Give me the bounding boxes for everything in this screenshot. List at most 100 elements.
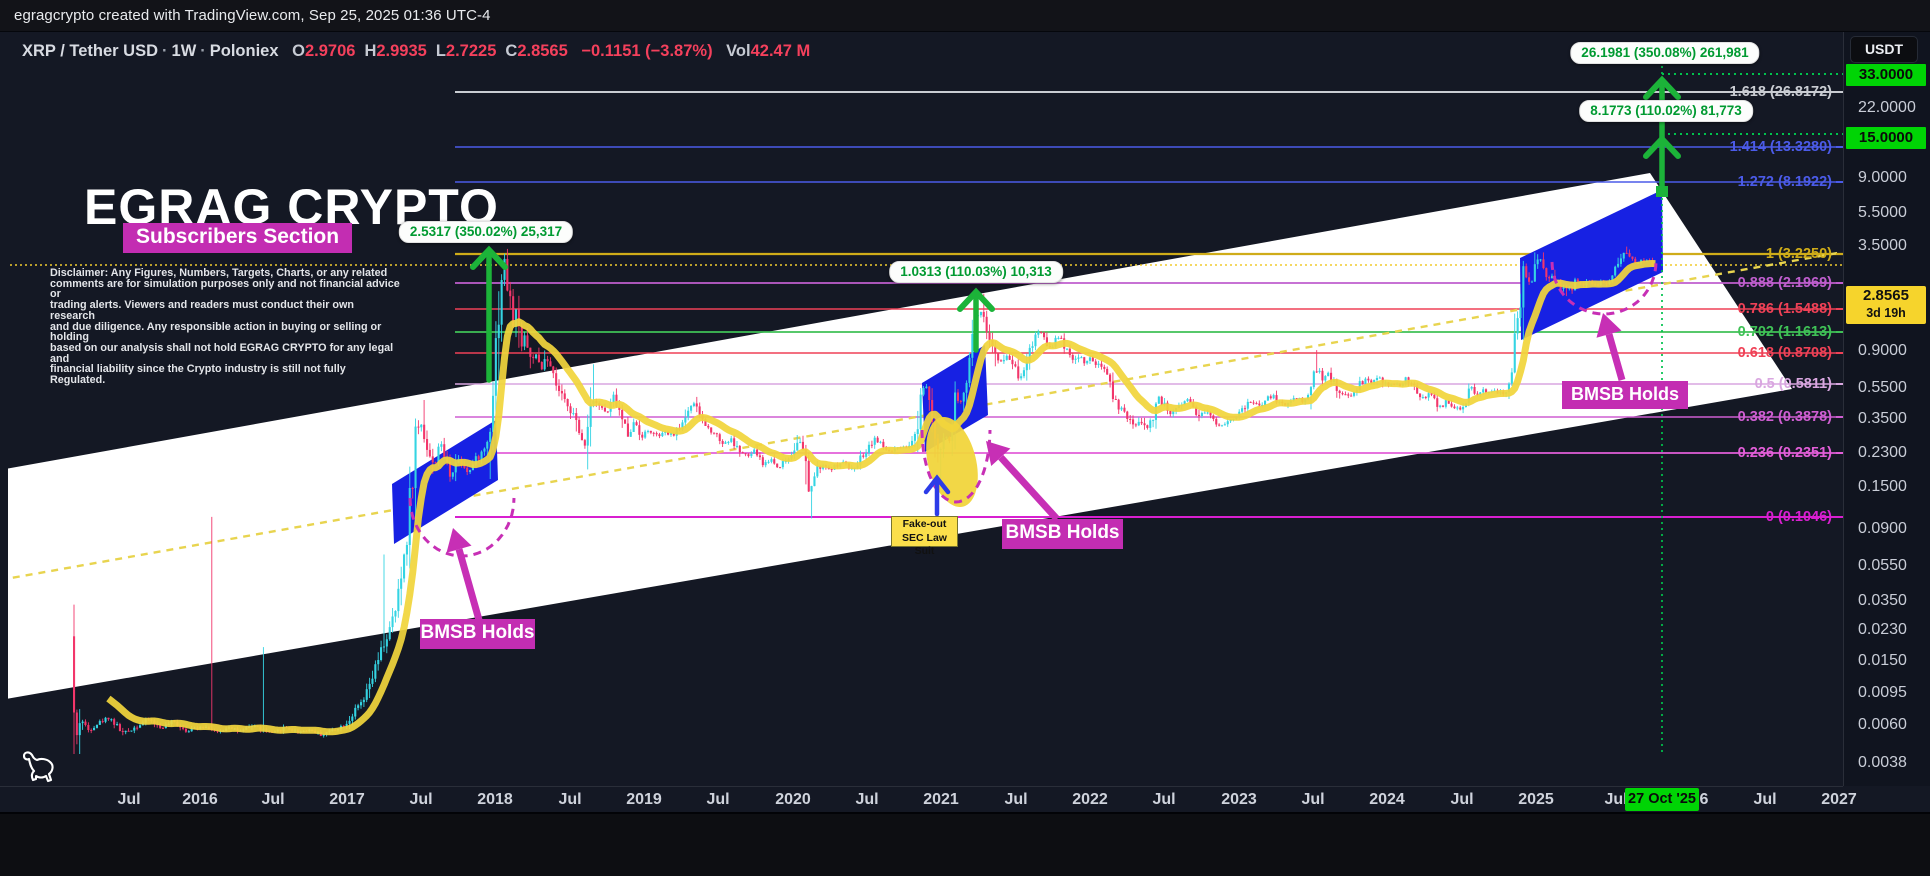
price-tick: 22.0000 [1858, 99, 1916, 116]
fib-level-label[interactable]: 0.702 (1.1613) [1738, 324, 1843, 340]
fib-level-label[interactable]: 0.5 (0.5811) [1755, 376, 1843, 392]
price-tick: 0.5500 [1858, 379, 1907, 396]
time-tick: Jul [1450, 791, 1474, 808]
price-tick: 0.9000 [1858, 342, 1907, 359]
fib-level-label[interactable]: 0.786 (1.5488) [1738, 301, 1843, 317]
fib-level-label[interactable]: 1.272 (8.1922) [1738, 174, 1843, 190]
time-tick: Jul [409, 791, 433, 808]
symbol-name[interactable]: XRP / Tether USD · 1W · Poloniex [22, 42, 279, 60]
time-tick: 2016 [182, 791, 218, 808]
price-tick: 0.3500 [1858, 410, 1907, 427]
price-alert-label: 33.0000 [1846, 64, 1926, 86]
bmsb-holds-label[interactable]: BMSB Holds [1002, 519, 1123, 549]
attribution-bar: egragcrypto created with TradingView.com… [0, 0, 1930, 32]
price-tick: 0.0900 [1858, 520, 1907, 537]
bmsb-pointer-arrows[interactable] [446, 313, 1626, 621]
ohlc-value: 2.8565 [517, 42, 568, 60]
change-value: −0.1151 (−3.87%) [581, 42, 713, 60]
time-axis[interactable]: Jul 2016 Jul 2017 Jul 2018 Jul 2019 Jul 2020 Jul 20… [0, 786, 1857, 812]
ohlc-key: O [292, 42, 305, 60]
target-annotation-pill[interactable]: 26.1981 (350.08%) 261,981 [1570, 42, 1760, 64]
time-tick: Jul [1301, 791, 1325, 808]
bar-countdown: 3d 19h [1866, 306, 1906, 320]
time-tick: 2027 [1821, 791, 1857, 808]
attribution-text: egragcrypto created with TradingView.com… [14, 7, 491, 24]
time-tick: Jul [261, 791, 285, 808]
target-annotation-pill[interactable]: 8.1773 (110.02%) 81,773 [1579, 100, 1753, 122]
fib-lines [455, 91, 1843, 518]
time-tick: Jul [1753, 791, 1777, 808]
price-tick: 9.0000 [1858, 169, 1907, 186]
time-tick: 2018 [477, 791, 513, 808]
fib-level-label[interactable]: 0.382 (0.3878) [1738, 409, 1843, 425]
ohlc-key: C [505, 42, 518, 60]
exchange: Poloniex [209, 42, 279, 60]
disclaimer-text: Disclaimer: Any Figures, Numbers, Target… [50, 267, 400, 387]
price-tick: 0.0038 [1858, 754, 1907, 771]
fib-level-label[interactable]: 0.888 (2.1969) [1738, 275, 1843, 291]
fib-level-label[interactable]: 1 (3.2250) [1766, 246, 1843, 262]
price-tick: 0.0230 [1858, 621, 1907, 638]
bmsb-holds-label[interactable]: BMSB Holds [1562, 381, 1688, 409]
price-tick: 0.1500 [1858, 478, 1907, 495]
time-tick: 6 [1699, 791, 1709, 808]
time-tick: Jul [706, 791, 730, 808]
ohlc-value: 2.9706 [304, 42, 356, 60]
time-tick: 2023 [1221, 791, 1257, 808]
parallel-channel[interactable] [0, 173, 1792, 700]
fib-level-label[interactable]: 0.618 (0.8708) [1738, 345, 1843, 361]
timeframe[interactable]: 1W [171, 42, 197, 60]
footer-bar: TradingView [0, 812, 1930, 876]
time-tick: Jul [1152, 791, 1176, 808]
target-annotation-pill[interactable]: 1.0313 (110.03%) 10,313 [889, 261, 1063, 283]
price-tick: 0.0350 [1858, 592, 1907, 609]
time-tick: 2024 [1369, 791, 1405, 808]
time-tick: 2025 [1518, 791, 1554, 808]
volume-value: 42.47 M [750, 42, 811, 60]
chart-pane[interactable] [0, 32, 1843, 786]
watermark-subtitle: Subscribers Section [123, 223, 353, 253]
fib-level-label[interactable]: 0.236 (0.2351) [1738, 445, 1843, 461]
last-price-label: 2.8565 3d 19h [1846, 286, 1926, 324]
dino-mascot-icon [22, 751, 54, 783]
time-tick: 2017 [329, 791, 365, 808]
ohlc-value: 2.9935 [376, 42, 427, 60]
ohlc-key: H [364, 42, 377, 60]
time-tick: 2020 [775, 791, 811, 808]
currency-toggle-button[interactable]: USDT [1850, 36, 1918, 63]
bmsb-moving-average [106, 260, 1656, 736]
price-tick: 0.0550 [1858, 557, 1907, 574]
price-tick: 3.5000 [1858, 237, 1907, 254]
price-tick: 0.2300 [1858, 444, 1907, 461]
time-tick: 2022 [1072, 791, 1108, 808]
ohlc-key: L [435, 42, 446, 60]
fib-level-label[interactable]: 0 (0.1046) [1766, 509, 1843, 525]
fib-level-label[interactable]: 1.618 (26.8172) [1730, 84, 1843, 100]
time-tick: Jul [1004, 791, 1028, 808]
price-scale[interactable]: USDT 33.0000 22.0000 15.0000 9.0000 5.5000 3.… [1843, 32, 1930, 786]
time-tick: Jul [855, 791, 879, 808]
price-alert-label: 15.0000 [1846, 127, 1926, 149]
time-tick: Jul [1604, 791, 1628, 808]
bmsb-holds-label[interactable]: BMSB Holds [420, 619, 535, 649]
price-tick: 0.0095 [1858, 684, 1907, 701]
volume-label: Vol [726, 42, 751, 60]
target-date-label: 27 Oct '25 [1625, 788, 1699, 811]
fakeout-arrow[interactable] [923, 474, 951, 517]
ohlc-value: 2.7225 [445, 42, 497, 60]
target-arrows[interactable] [470, 75, 1681, 383]
ohlc-values: O2.9706 H2.9935 L2.7225 C2.8565 [283, 42, 568, 60]
time-tick: 2021 [923, 791, 959, 808]
price-tick: 5.5000 [1858, 204, 1907, 221]
time-tick: 2019 [626, 791, 662, 808]
chart-canvas[interactable] [0, 32, 1843, 812]
fakeout-label[interactable]: Fake-out SEC Law Suit [891, 516, 958, 557]
fib-level-label[interactable]: 1.414 (13.3280) [1730, 139, 1843, 155]
time-tick: Jul [558, 791, 582, 808]
time-tick: Jul [117, 791, 141, 808]
price-tick: 0.0150 [1858, 652, 1907, 669]
symbol-info-row[interactable]: XRP / Tether USD · 1W · Poloniex O2.9706 H2.9… [22, 42, 810, 61]
last-price-value: 2.8565 [1863, 287, 1909, 304]
target-annotation-pill[interactable]: 2.5317 (350.02%) 25,317 [398, 221, 574, 243]
